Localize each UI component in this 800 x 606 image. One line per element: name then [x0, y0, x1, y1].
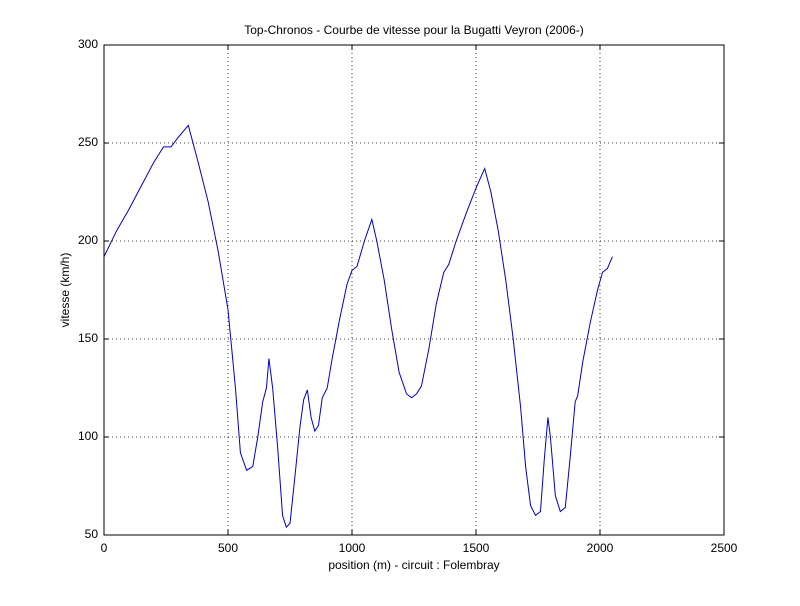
x-tick-label: 1000 [339, 541, 366, 555]
data-line [103, 124, 613, 529]
y-tick-label: 50 [85, 527, 99, 541]
y-tick-label: 150 [78, 331, 98, 345]
x-tick-label: 1500 [463, 541, 490, 555]
y-tick-label: 300 [78, 37, 98, 51]
x-tick-label: 0 [101, 541, 108, 555]
plot-area [103, 44, 725, 536]
y-tick-label: 200 [78, 233, 98, 247]
y-tick-label: 250 [78, 135, 98, 149]
x-tick-label: 500 [218, 541, 238, 555]
x-tick-label: 2000 [587, 541, 614, 555]
x-axis-label: position (m) - circuit : Folembray [328, 558, 499, 572]
y-tick-label: 100 [78, 429, 98, 443]
x-tick-label: 2500 [711, 541, 738, 555]
chart-title: Top-Chronos - Courbe de vitesse pour la … [244, 23, 584, 37]
y-axis-label: vitesse (km/h) [58, 253, 72, 328]
